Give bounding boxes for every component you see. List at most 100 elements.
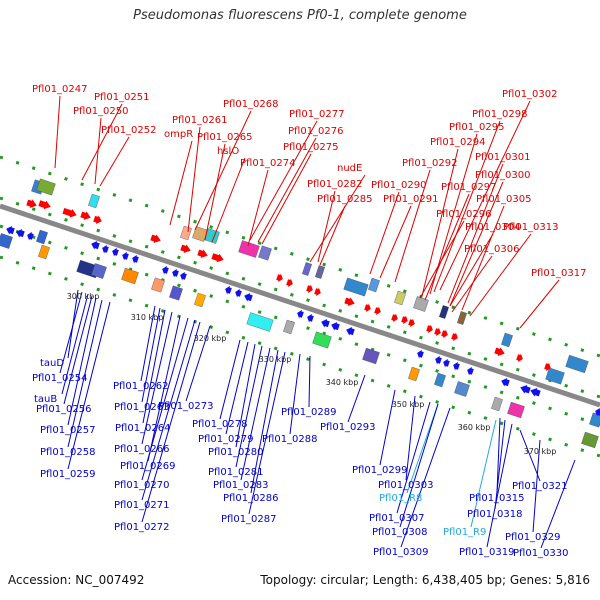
forward-label-connector <box>447 163 504 304</box>
forward-label-connector <box>519 279 560 329</box>
reverse-gene-arrow <box>91 240 100 250</box>
feature-box <box>180 225 192 241</box>
feature-box <box>238 240 260 258</box>
forward-label-connector <box>187 126 201 233</box>
reverse-label-connector <box>396 401 431 514</box>
feature-box <box>169 285 183 301</box>
forward-label-connector <box>449 181 504 307</box>
forward-gene-label: Pfl01_0301 <box>475 152 531 163</box>
label-connectors <box>54 95 576 549</box>
forward-label-connector <box>211 157 246 243</box>
forward-gene-label: nudE <box>337 163 362 174</box>
reverse-label-connector <box>147 315 181 462</box>
reverse-label-connector <box>406 403 439 494</box>
reverse-gene-label: Pfl01_0269 <box>120 461 176 472</box>
feature-box <box>394 290 406 306</box>
scale-tick-label: 300 kbp <box>67 292 100 301</box>
reverse-label-connector <box>496 417 501 494</box>
feature-box <box>194 292 206 308</box>
forward-gene-label: Pfl01_0298 <box>472 109 528 120</box>
forward-gene-label: hslO <box>217 146 239 157</box>
reverse-gene-arrow <box>16 228 25 238</box>
reverse-gene-label: Pfl01_0270 <box>114 480 170 491</box>
reverse-gene-label: Pfl01_0307 <box>369 513 425 524</box>
reverse-gene-label: Pfl01_0289 <box>281 407 337 418</box>
forward-gene-label: Pfl01_0297 <box>441 182 497 193</box>
accession-text: Accession: NC_007492 <box>8 573 145 587</box>
forward-label-connector <box>257 137 317 243</box>
reverse-gene-arrow <box>417 349 424 359</box>
forward-gene-arrow <box>344 297 355 306</box>
forward-gene-label: Pfl01_0292 <box>402 158 458 169</box>
map-title: Pseudomonas fluorescens Pf0-1, complete … <box>133 8 467 23</box>
reverse-label-connector <box>400 407 451 548</box>
reverse-gene-arrow <box>112 247 119 257</box>
forward-gene-arrow <box>374 306 381 316</box>
forward-gene-arrow <box>401 315 408 325</box>
forward-gene-arrow <box>544 362 551 372</box>
forward-label-connector <box>449 233 494 307</box>
reverse-gene-label: Pfl01_0278 <box>192 419 248 430</box>
reverse-gene-arrow <box>321 318 330 328</box>
forward-gene-label: Pfl01_0251 <box>94 92 150 103</box>
reverse-gene-label: Pfl01_0309 <box>373 547 429 558</box>
reverse-gene-label: Pfl01_0321 <box>512 481 568 492</box>
forward-gene-label: Pfl01_0313 <box>503 222 559 233</box>
forward-label-connector <box>309 174 366 263</box>
feature-box <box>439 305 449 319</box>
reverse-label-connector <box>61 293 89 395</box>
forward-label-connector <box>319 205 346 266</box>
forward-gene-arrow <box>451 332 458 342</box>
reverse-gene-arrow <box>331 321 340 331</box>
forward-gene-label: Pfl01_0276 <box>288 126 344 137</box>
reverse-label-connector <box>470 419 497 528</box>
reverse-gene-arrow <box>467 366 474 376</box>
reverse-label-connector <box>141 319 196 501</box>
forward-gene-label: Pfl01_0265 <box>197 132 253 143</box>
scale-tick-label: 330 kbp <box>259 355 292 364</box>
reverse-gene-label: Pfl01_0318 <box>467 509 523 520</box>
gene-labels: Pfl01_0247 Pfl01_0251 Pfl01_0250 Pfl01_0252… <box>32 84 587 559</box>
reverse-label-connector <box>486 423 513 548</box>
forward-gene-label: Pfl01_0274 <box>240 158 296 169</box>
feature-box <box>246 312 274 332</box>
feature-box <box>91 263 107 279</box>
forward-gene-label: Pfl01_0304 <box>465 222 521 233</box>
forward-label-connector <box>169 140 193 226</box>
reverse-gene-label: tauB <box>34 394 57 405</box>
reverse-gene-label: Pfl01_0263 <box>114 402 170 413</box>
forward-gene-label: Pfl01_0294 <box>430 137 486 148</box>
forward-label-connector <box>81 103 123 181</box>
forward-label-connector <box>261 153 312 245</box>
forward-label-connector <box>94 117 102 185</box>
forward-gene-arrow <box>211 253 224 263</box>
reverse-label-connector <box>140 305 156 382</box>
feature-box <box>581 431 599 449</box>
reverse-gene-arrow <box>225 285 232 295</box>
feature-box <box>368 277 380 293</box>
reverse-gene-arrow <box>6 225 15 235</box>
reverse-label-connector <box>399 403 439 528</box>
feature-box <box>283 319 295 335</box>
reverse-gene-label: Pfl01_0264 <box>115 423 171 434</box>
reverse-gene-arrow <box>443 358 450 368</box>
feature-box <box>38 244 50 260</box>
scale-tick-label: 370 kbp <box>524 447 557 456</box>
forward-label-connector <box>461 205 505 311</box>
reverse-gene-label: Pfl01_0262 <box>113 381 169 392</box>
reverse-label-connector <box>347 374 366 423</box>
reverse-label-connector <box>225 341 249 435</box>
forward-label-connector <box>369 191 400 275</box>
reverse-gene-arrow <box>453 361 460 371</box>
forward-gene-label: Pfl01_0300 <box>475 170 531 181</box>
forward-gene-label: Pfl01_0268 <box>223 99 279 110</box>
feature-box <box>36 178 56 196</box>
feature-box <box>121 267 139 285</box>
reverse-gene-arrow <box>102 244 109 254</box>
forward-gene-arrow <box>306 284 313 294</box>
reverse-gene-arrow <box>520 385 531 394</box>
reverse-gene-label: Pfl01_0273 <box>158 401 214 412</box>
topology-text: Topology: circular; Length: 6,438,405 bp… <box>260 573 590 587</box>
feature-box <box>36 229 48 245</box>
scale-tick-label: 340 kbp <box>326 378 359 387</box>
